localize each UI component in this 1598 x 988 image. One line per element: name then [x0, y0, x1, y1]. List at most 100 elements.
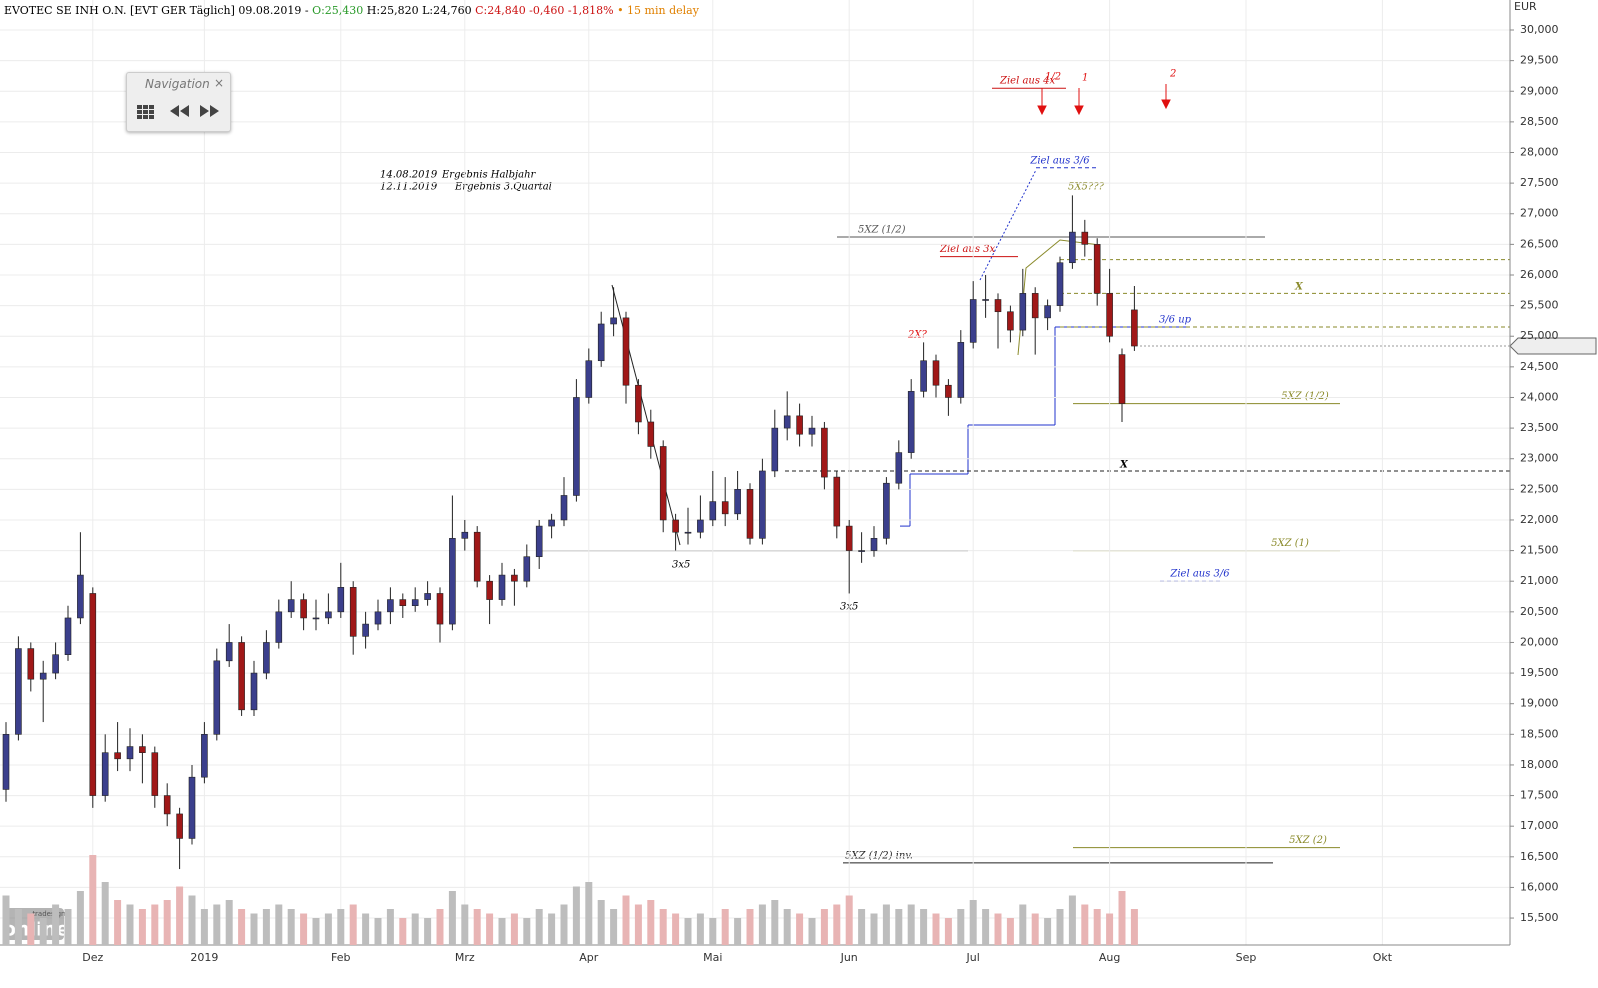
candle-body [895, 452, 903, 484]
volume-bar [746, 909, 754, 945]
candle-body [783, 415, 791, 429]
candle-body [163, 795, 171, 815]
volume-bar [845, 895, 853, 945]
candle-body [771, 427, 779, 472]
y-tick-label: 16,500 [1520, 850, 1559, 863]
candle-body [213, 660, 221, 735]
annotation: X [1294, 282, 1304, 293]
candle-body [969, 299, 977, 343]
level-label: 5XZ (1/2) [1281, 391, 1329, 402]
y-tick-label: 24,500 [1520, 360, 1559, 373]
header-delay: • 15 min delay [617, 4, 700, 17]
y-tick-label: 18,000 [1520, 758, 1559, 771]
annotation: 14.08.2019 [380, 170, 438, 181]
volume-bar [200, 909, 208, 945]
candle-body [870, 538, 878, 551]
volume-bar [89, 855, 97, 945]
candle-body [994, 299, 1002, 313]
y-tick-label: 18,500 [1520, 727, 1559, 740]
candle-body [263, 642, 270, 674]
volume-bar [262, 909, 270, 945]
y-tick-label: 22,000 [1520, 513, 1559, 526]
back-button[interactable] [170, 105, 189, 117]
volume-bar [895, 909, 903, 945]
volume-bar [1044, 918, 1052, 945]
volume-bar [957, 909, 965, 945]
annotation: 3x5 [672, 560, 690, 571]
candle-body [511, 574, 518, 582]
grid [0, 0, 1510, 945]
candle-body [250, 672, 258, 711]
volume-bar [734, 918, 742, 945]
x-tick-label: 2019 [190, 951, 218, 964]
level-label: 3/6 up [1159, 315, 1192, 326]
candle-body [337, 587, 345, 613]
volume-bar [932, 913, 940, 945]
y-tick-label: 20,000 [1520, 635, 1559, 648]
volume-bar [448, 891, 456, 945]
candle-body [796, 415, 803, 435]
volume-bar [696, 913, 704, 945]
volume-bar [349, 904, 357, 945]
volume-bar [1019, 904, 1027, 945]
annotation: 2X? [907, 330, 927, 341]
volume-bar [684, 918, 692, 945]
annotation: 1/2 [1045, 72, 1061, 83]
volume-bar [14, 909, 22, 945]
volume-bar [672, 913, 680, 945]
volume-bar [138, 909, 146, 945]
candle-body [734, 489, 741, 515]
candle-body [362, 623, 369, 637]
volume-bar [820, 909, 828, 945]
grid-button[interactable] [137, 105, 154, 119]
y-tick-label: 23,500 [1520, 421, 1559, 434]
candle-body [672, 519, 679, 533]
x-tick-label: Okt [1373, 951, 1393, 964]
candle-body [759, 470, 766, 539]
candle-body [27, 648, 35, 680]
candle-body [325, 611, 332, 619]
volume-bar [39, 918, 47, 945]
volume-bar [858, 909, 866, 945]
x-tick-label: Jun [840, 951, 858, 964]
y-tick-label: 24,000 [1520, 390, 1559, 403]
candle-body [548, 519, 555, 527]
candle-body [1081, 231, 1089, 245]
y-tick-label: 16,000 [1520, 880, 1559, 893]
volume-bar [982, 909, 990, 945]
candle-body [387, 599, 394, 613]
y-tick-label: 20,500 [1520, 605, 1559, 618]
volume-bar [213, 904, 221, 945]
candle-body [52, 654, 59, 674]
candle-body [436, 593, 444, 625]
candle-body [77, 574, 84, 619]
volume-bar [188, 895, 196, 945]
candle-body [1019, 293, 1027, 331]
candle-body [920, 360, 927, 392]
candle-body [238, 642, 245, 711]
candle-body [114, 752, 121, 760]
candle-body [684, 531, 692, 534]
volume-bar [783, 909, 791, 945]
x-tick-label: Sep [1236, 951, 1257, 964]
volume-bar [634, 904, 642, 945]
volume-bar [1081, 904, 1089, 945]
volume-bar [424, 918, 432, 945]
y-tick-label: 25,500 [1520, 299, 1559, 312]
volume-bar [796, 913, 804, 945]
level-label: 5XZ (1/2) inv. [845, 850, 913, 861]
forward-button[interactable] [200, 105, 219, 117]
header-close: C:24,840 -0,460 -1,818% [475, 4, 613, 17]
nav-close[interactable]: × [213, 76, 224, 90]
volume-bar [176, 886, 184, 945]
volume-bar [1006, 918, 1014, 945]
trend-line [611, 284, 681, 546]
y-tick-label: 19,000 [1520, 697, 1559, 710]
candle-body [610, 317, 617, 325]
candle-body [89, 593, 97, 796]
y-tick-label: 28,000 [1520, 145, 1559, 158]
candle-body [1093, 244, 1101, 294]
candle-body [64, 617, 72, 656]
candle-body [176, 813, 183, 839]
y-tick-label: 26,000 [1520, 268, 1559, 281]
